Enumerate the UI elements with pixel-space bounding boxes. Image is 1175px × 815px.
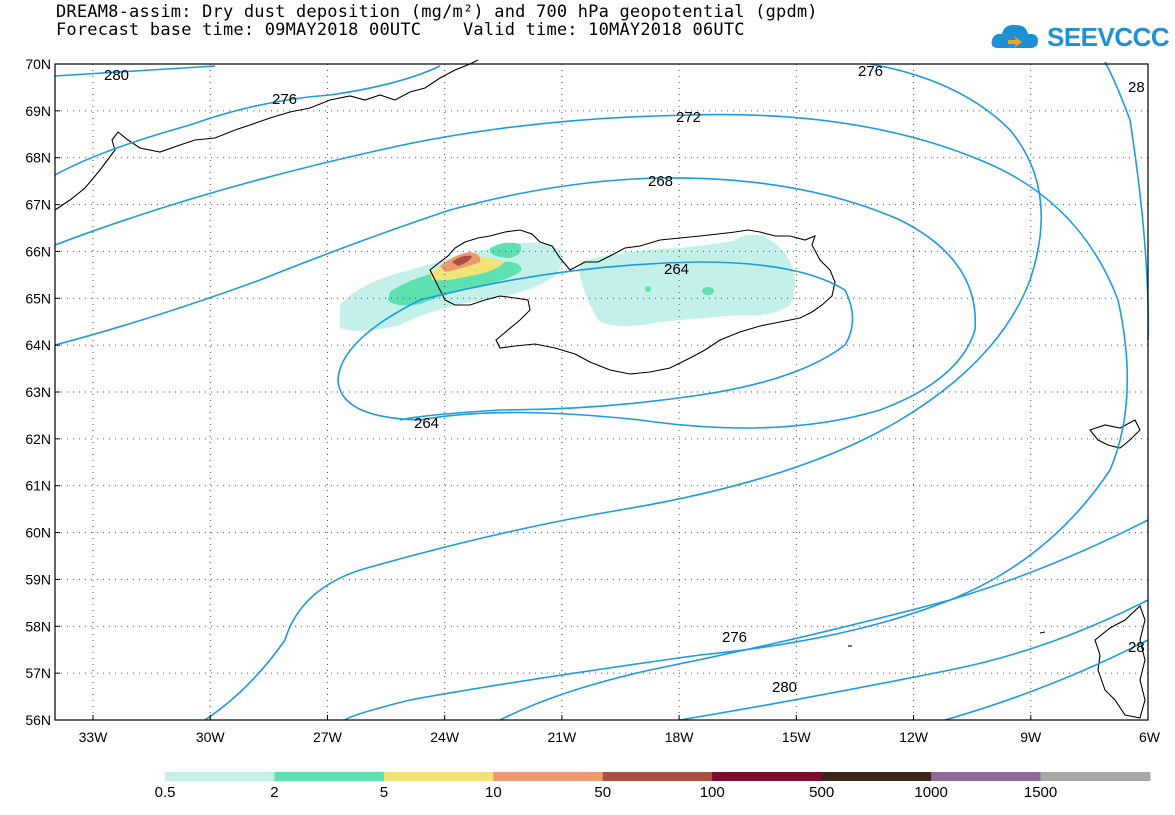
contour-label: 276 xyxy=(858,63,883,80)
latitude-label: 65N xyxy=(25,290,51,306)
latitude-label: 70N xyxy=(25,56,51,72)
latitude-label: 66N xyxy=(25,243,51,259)
dust-deposition-field xyxy=(340,234,795,331)
contour-label: 268 xyxy=(648,173,673,190)
longitude-label: 30W xyxy=(196,729,226,745)
latitude-label: 69N xyxy=(25,103,51,119)
latitude-label: 60N xyxy=(25,525,51,541)
legend-label: 5 xyxy=(380,784,388,801)
latitude-label: 62N xyxy=(25,431,51,447)
contour-label: 276 xyxy=(272,91,297,108)
latitude-label: 63N xyxy=(25,384,51,400)
legend-swatch xyxy=(821,772,932,781)
map-title-line1: DREAM8-assim: Dry dust deposition (mg/m²… xyxy=(56,2,818,22)
legend-swatch xyxy=(165,772,275,781)
longitude-label: 18W xyxy=(665,729,695,745)
longitude-label: 33W xyxy=(79,729,109,745)
contour-label: 28 xyxy=(1128,79,1145,96)
legend-label: 0.5 xyxy=(155,784,176,801)
legend-swatch xyxy=(493,772,604,781)
logo-text: SEEVCCC xyxy=(1047,22,1170,52)
contour-label: 280 xyxy=(104,67,129,84)
latitude-label: 58N xyxy=(25,618,51,634)
legend-label: 10 xyxy=(485,784,502,801)
contour-labels: 280 276 272 268 264 264 276 280 276 28 2… xyxy=(104,63,1145,696)
geopotential-contours xyxy=(54,61,1149,721)
legend-label: 1000 xyxy=(914,784,947,801)
latitude-label: 61N xyxy=(25,478,51,494)
contour-label: 272 xyxy=(676,109,701,126)
legend-label: 500 xyxy=(809,784,834,801)
longitude-label: 12W xyxy=(899,729,929,745)
latitude-label: 56N xyxy=(25,712,51,728)
longitude-label: 9W xyxy=(1020,729,1042,745)
latitude-label: 68N xyxy=(25,150,51,166)
legend-label: 1500 xyxy=(1024,784,1057,801)
contour-label: 276 xyxy=(722,629,747,646)
longitude-label: 27W xyxy=(313,729,343,745)
legend-swatch xyxy=(712,772,823,781)
longitude-label: 15W xyxy=(782,729,812,745)
latitude-label: 57N xyxy=(25,665,51,681)
contour-label: 264 xyxy=(414,415,439,432)
map-axes: 70N 69N 68N 67N 66N 65N 64N 63N 62N 61N 60N 59N 58N 5… xyxy=(25,56,1160,745)
legend-swatch xyxy=(931,772,1042,781)
legend-swatch xyxy=(274,772,385,781)
legend-swatch xyxy=(602,772,713,781)
longitude-label: 6W xyxy=(1139,729,1161,745)
cloud-logo-icon xyxy=(991,24,1038,48)
legend-swatch xyxy=(1040,772,1151,781)
graticule xyxy=(55,64,1148,720)
color-legend: 0.5 2 5 10 50 100 500 1000 1500 xyxy=(155,772,1151,801)
longitude-label: 24W xyxy=(430,729,460,745)
contour-label: 280 xyxy=(772,679,797,696)
latitude-label: 59N xyxy=(25,571,51,587)
latitude-label: 67N xyxy=(25,197,51,213)
legend-label: 2 xyxy=(270,784,278,801)
legend-label: 100 xyxy=(700,784,725,801)
latitude-label: 64N xyxy=(25,337,51,353)
legend-swatch xyxy=(383,772,494,781)
map-title-line2: Forecast base time: 09MAY2018 00UTC Vali… xyxy=(56,20,745,40)
contour-label: 28 xyxy=(1128,639,1145,656)
legend-label: 50 xyxy=(594,784,611,801)
contour-label: 264 xyxy=(664,261,689,278)
longitude-label: 21W xyxy=(547,729,577,745)
coastlines xyxy=(54,59,1146,719)
